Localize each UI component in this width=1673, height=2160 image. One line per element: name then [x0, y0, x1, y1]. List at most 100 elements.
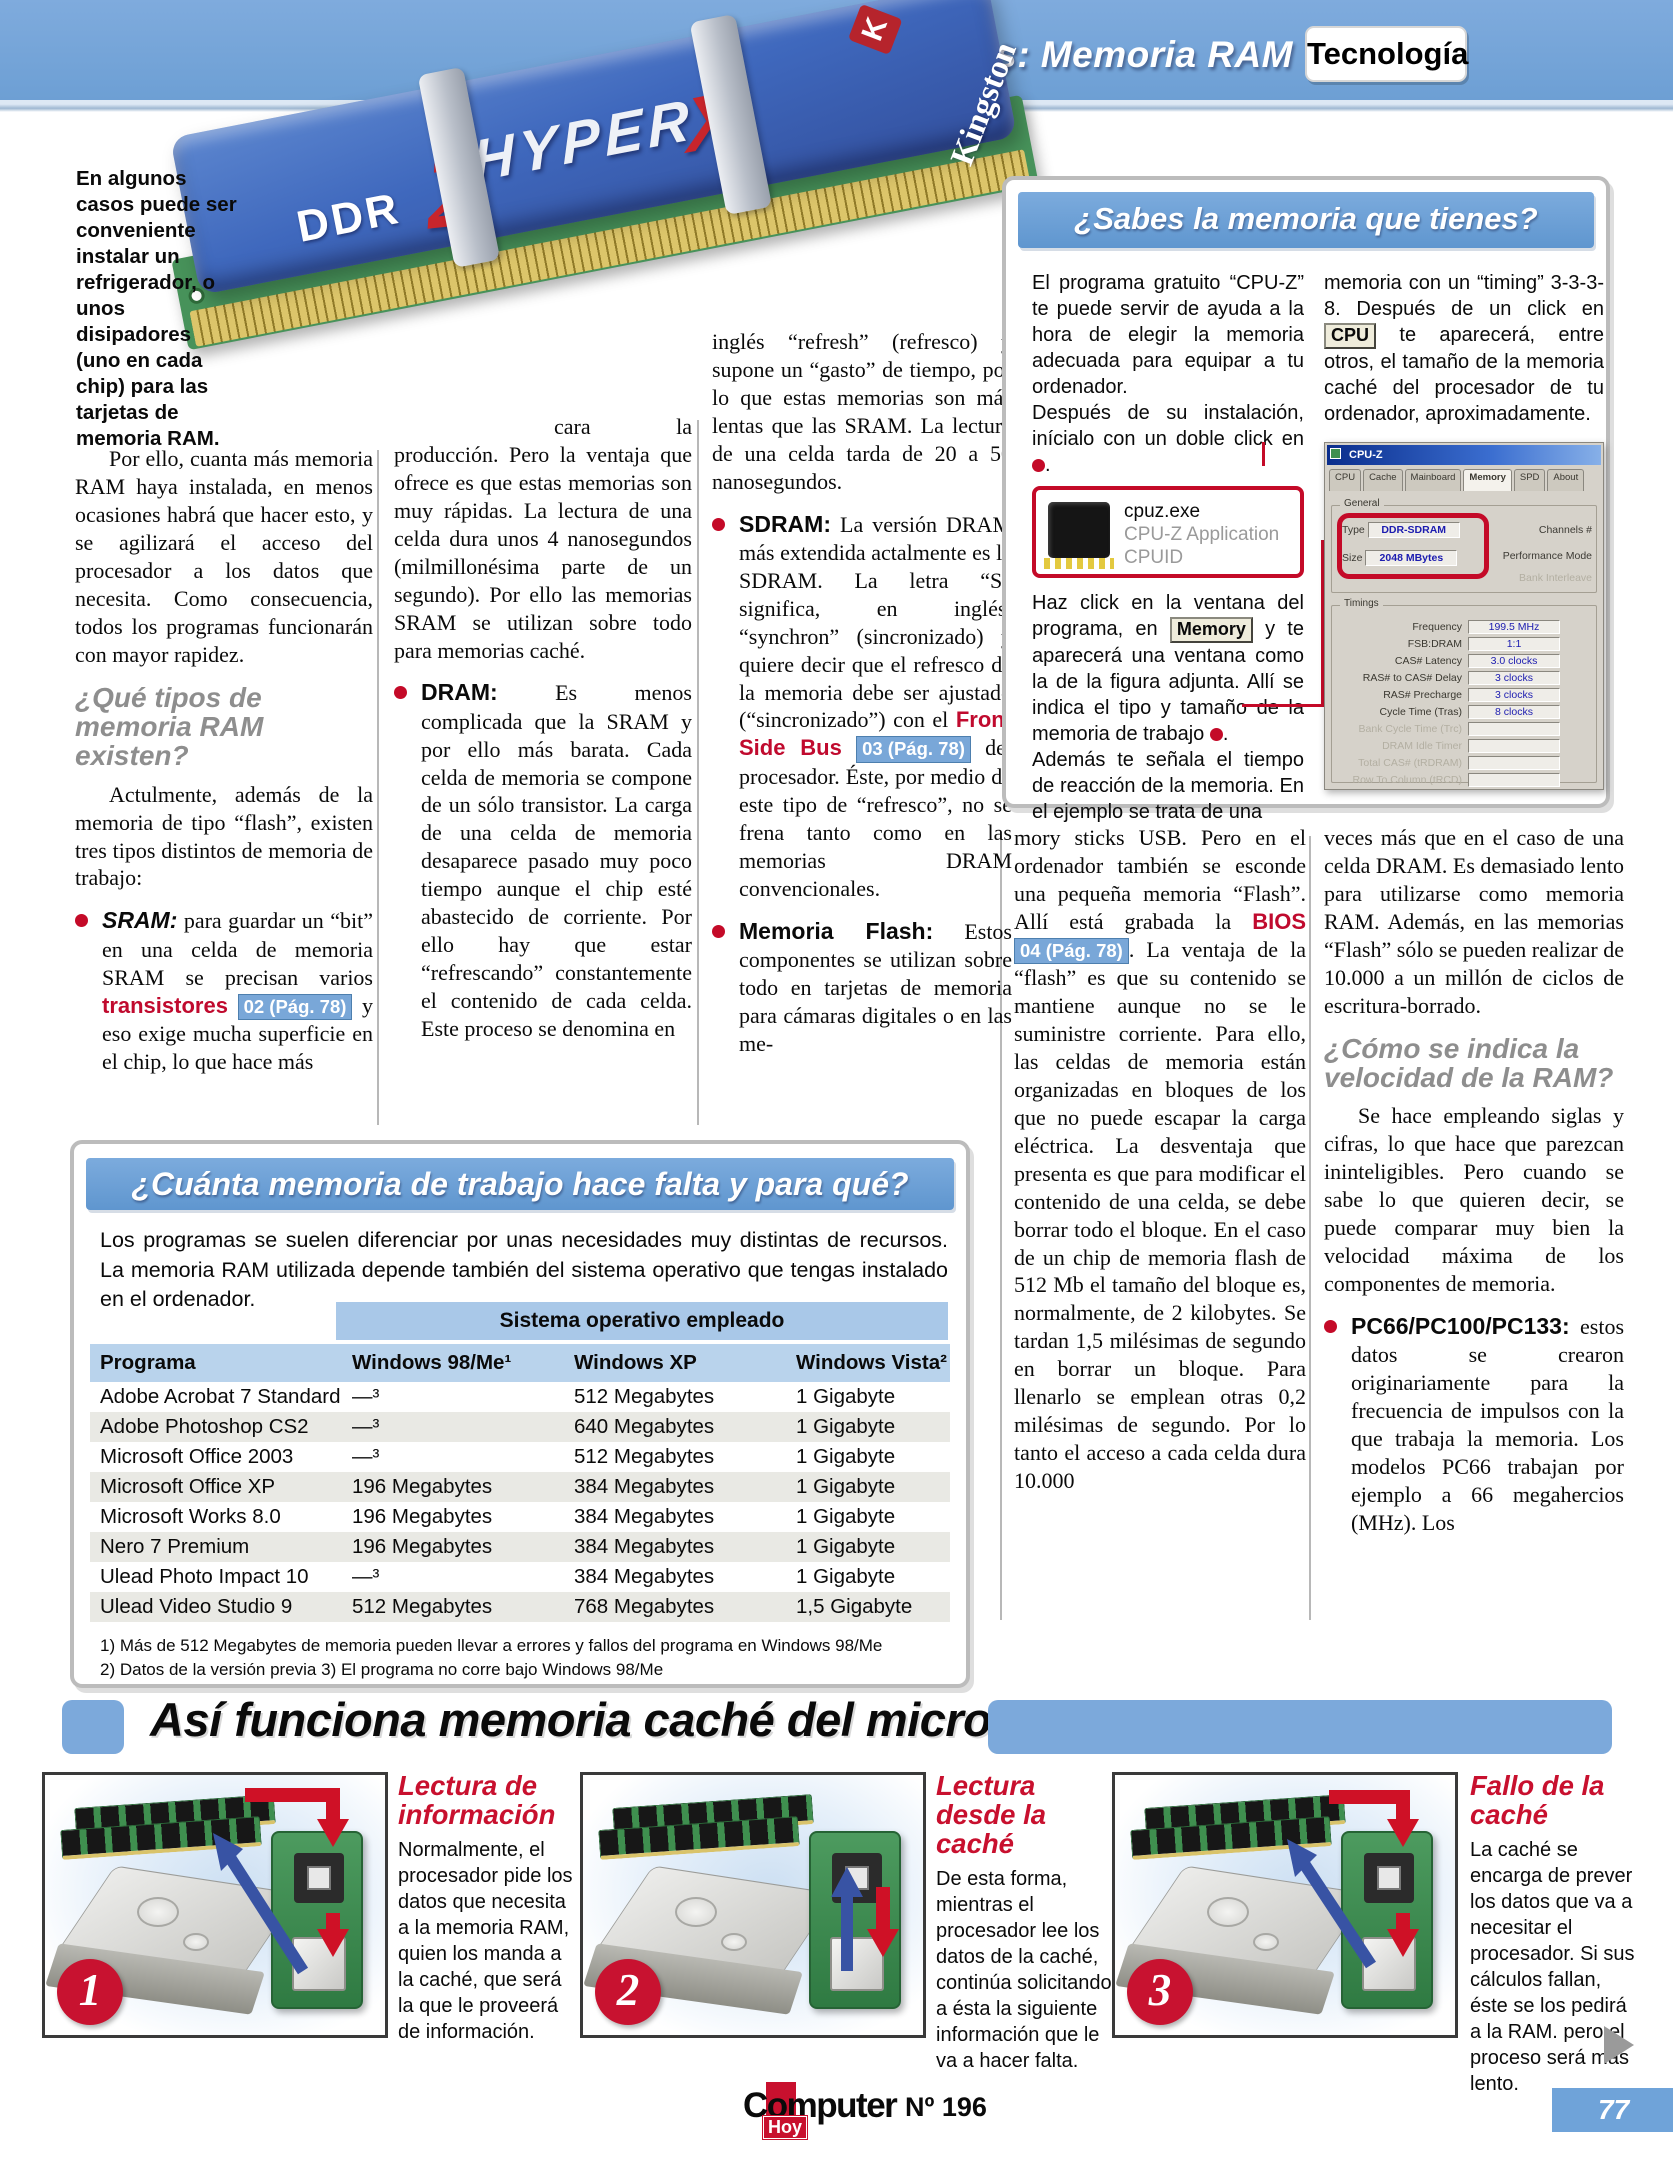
timing-row: CAS# Latency 3.0 clocks: [1336, 652, 1592, 669]
section-heading: ¿Cómo se indica la velocidad de la RAM?: [1324, 1032, 1614, 1093]
table-row: Microsoft Office XP 196 Megabytes 384 Mega…: [90, 1472, 950, 1502]
list-item-pc66: PC66/PC100/PC133: estos datos se crearon…: [1324, 1312, 1624, 1537]
cpuz-general-group: General Type DDR-SDRAM Size 2048 MBytes …: [1331, 498, 1597, 593]
bullet-icon: [712, 924, 725, 938]
cpu-die: [307, 1866, 331, 1890]
field-label: Channels #: [1538, 524, 1592, 536]
table-cell: 1 Gigabyte: [796, 1565, 896, 1588]
panel-title: Fallo de la caché: [1470, 1770, 1605, 1830]
table-cell: 1 Gigabyte: [796, 1505, 896, 1528]
blue-arrowhead: [831, 1867, 863, 1897]
panel-caption-3: Fallo de la caché La caché se encarga de…: [1470, 1770, 1642, 2097]
table-cell: 196 Megabytes: [352, 1535, 493, 1558]
field-label: Performance Mode: [1502, 550, 1592, 562]
table-cell: 512 Megabytes: [574, 1385, 715, 1408]
disk-spindle: [1207, 1897, 1249, 1927]
tab-mainboard: Mainboard: [1404, 469, 1462, 491]
term-label: Memoria Flash:: [739, 917, 934, 944]
term-label: PC66/PC100/PC133:: [1351, 1312, 1570, 1339]
list-item-sram: SRAM: para guardar un “bit” en una celda…: [75, 906, 373, 1075]
sidebar-left-column: El programa gratuito “CPU-Z” te puede se…: [1032, 270, 1304, 825]
cross-ref-term: BIOS: [1252, 908, 1306, 934]
timing-label: Cycle Time (Tras): [1379, 705, 1462, 718]
cache-flow-arrows: [1287, 1790, 1419, 1969]
kingston-head-icon: K: [847, 3, 903, 56]
cpuz-window-icon: [1330, 448, 1341, 459]
tab-cpu: CPU: [1329, 469, 1362, 491]
timing-label: Total CAS# (tRDRAM): [1358, 756, 1462, 769]
table-cell: 1 Gigabyte: [796, 1385, 896, 1408]
timing-label: Frequency: [1412, 620, 1462, 633]
timing-row: RAS# Precharge 3 clocks: [1336, 686, 1592, 703]
cache-diagram-3: 3: [1112, 1772, 1458, 2038]
timing-row: Frequency 199.5 MHz: [1336, 618, 1592, 635]
tab-cache: Cache: [1363, 469, 1403, 491]
column-header: Programa: [100, 1351, 196, 1374]
table-cell: Nero 7 Premium: [100, 1535, 250, 1558]
table-row: Adobe Photoshop CS2 —³ 640 Megabytes 1 Giga…: [90, 1412, 950, 1442]
cache-diagram-2: 2: [580, 1772, 926, 2038]
table-cell: 384 Megabytes: [574, 1535, 715, 1558]
list-item-dram: DRAM: Es menos complicada que la SRAM y …: [394, 678, 692, 1042]
panel-caption-2: Lectura desde la caché De esta forma, mi…: [936, 1771, 1116, 2074]
column-rule: [377, 450, 379, 1125]
timing-label: DRAM Idle Timer: [1382, 739, 1462, 752]
table-cell: Microsoft Office 2003: [100, 1445, 294, 1468]
disk-spindle: [721, 1933, 747, 1951]
cache-chip: [830, 1937, 884, 1991]
field-size: Size 2048 MBytes: [1342, 550, 1458, 566]
cache-diagram-1: 1: [42, 1772, 388, 2038]
term-text: para guardar un “bit” en una celda de me…: [102, 908, 373, 990]
timing-value: [1468, 721, 1560, 736]
table-cell: 384 Megabytes: [574, 1565, 715, 1588]
term-text: estos datos se crearon originariamente p…: [1351, 1313, 1624, 1535]
table-cell: 1,5 Gigabyte: [796, 1595, 913, 1618]
term-text: Estos componentes se utilizan sobre todo…: [739, 918, 1012, 1056]
table-cell: 384 Megabytes: [574, 1475, 715, 1498]
blue-arrowhead: [1287, 1839, 1317, 1877]
step-number-badge: 2: [595, 1959, 661, 2025]
list-item-flash: Memoria Flash: Estos componentes se util…: [712, 917, 1012, 1058]
table-row: Microsoft Works 8.0 196 Megabytes 384 Mega…: [90, 1502, 950, 1532]
body-paragraph: Se hace empleando siglas y cifras, lo qu…: [1324, 1103, 1624, 1296]
cache-flow-arrows: [831, 1867, 899, 1971]
sidebar-text: Después de su instalación, inícialo con …: [1032, 402, 1304, 450]
column-rule: [1000, 836, 1002, 1620]
timing-row: Total CAS# (tRDRAM): [1336, 754, 1592, 771]
table-row: Ulead Photo Impact 10 —³ 384 Megabytes 1 Gi…: [90, 1562, 950, 1592]
page-ref-badge: 02 (Pág. 78): [237, 993, 353, 1020]
sidebar-paragraph: El programa gratuito “CPU-Z” te puede se…: [1032, 272, 1304, 398]
red-arrowhead: [317, 1929, 349, 1957]
term-text: del procesador. Éste, por medio de este …: [739, 735, 1013, 901]
body-paragraph: veces más que en el caso de una celda DR…: [1324, 825, 1624, 1018]
bullet-icon: [1324, 1319, 1337, 1333]
text-column-2: cara la producción. Pero la ventaja que …: [394, 413, 692, 1043]
disk-spindle: [675, 1897, 717, 1927]
panel-text: De esta forma, mientras el procesador le…: [936, 1867, 1112, 2072]
cross-ref-term: transistores: [102, 992, 228, 1018]
table-cell: —³: [352, 1385, 380, 1408]
column-rule: [1309, 836, 1311, 1620]
text-column-5: veces más que en el caso de una celda DR…: [1324, 824, 1624, 1537]
field-bank-interleave: Bank Interleave: [1519, 572, 1592, 584]
red-dot: [1032, 459, 1045, 472]
timing-label: FSB:DRAM: [1407, 637, 1462, 650]
disk-spindle: [183, 1933, 209, 1951]
tab-spd: SPD: [1513, 469, 1546, 491]
body-paragraph: Actulmente, además de la memoria de tipo…: [75, 781, 373, 891]
tab-memory: Memory: [1463, 469, 1512, 491]
page-ref-badge: 03 (Pág. 78): [856, 736, 971, 763]
text-column-3: inglés “refresh” (refresco) y supone un …: [712, 328, 1012, 1057]
panel-text: La caché se encarga de prever los datos …: [1470, 1838, 1635, 2095]
sidebar-text: memoria con un “timing” 3-3-3-8. Después…: [1324, 272, 1604, 320]
column-rule: [697, 420, 699, 1125]
field-channels: Channels #: [1539, 524, 1592, 536]
red-arrowhead: [867, 1929, 899, 1957]
sidebar-box-memoria: ¿Sabes la memoria que tienes? El program…: [1002, 176, 1610, 823]
table-cell: 512 Megabytes: [574, 1445, 715, 1468]
sidebar-text: .: [1045, 454, 1051, 476]
term-label: DRAM:: [421, 679, 498, 706]
cpuz-desktop-icon-box: cpuz.exe CPU-Z Application CPUID: [1032, 486, 1304, 578]
timing-row: Cycle Time (Tras) 8 clocks: [1336, 703, 1592, 720]
